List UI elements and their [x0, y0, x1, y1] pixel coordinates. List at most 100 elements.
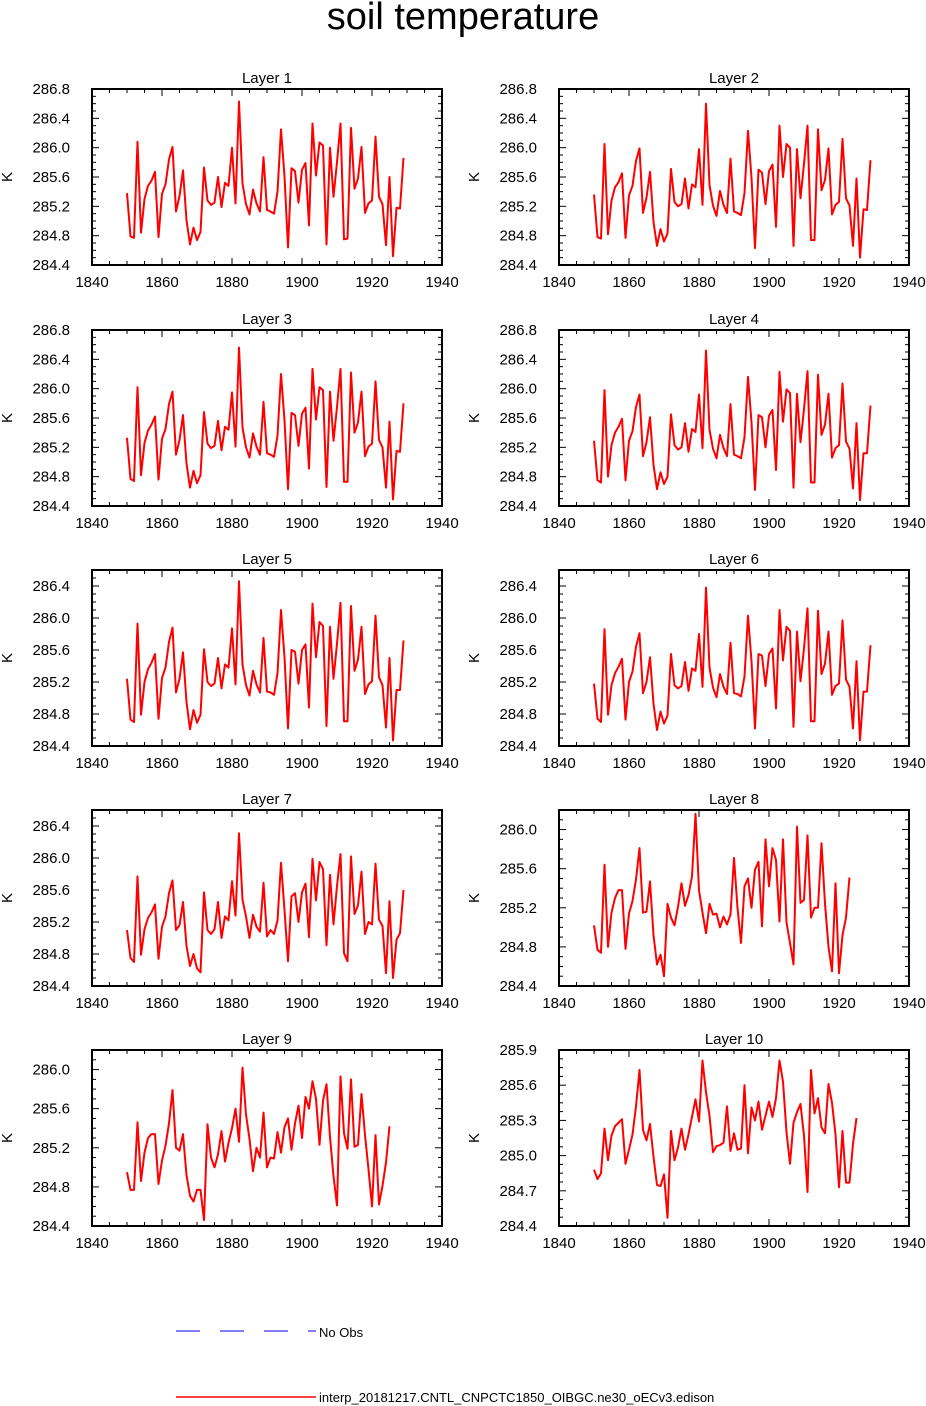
x-tick-label: 1860 [145, 515, 178, 532]
panel-layer-6: Layer 6 K 1840 1860 1880 1900 1920 1940 284.4 284… [466, 551, 926, 772]
y-tick-label: 286.4 [499, 578, 537, 595]
y-axis-label: K [466, 1133, 483, 1143]
panel-title: Layer 9 [242, 1031, 292, 1048]
y-tick-label: 285.2 [499, 900, 537, 917]
x-tick-label: 1920 [355, 995, 388, 1012]
plot-frame [558, 1049, 910, 1227]
y-tick-label: 285.3 [499, 1112, 537, 1129]
panel-layer-2: Layer 2 K 1840 1860 1880 1900 1920 1940 284.4 284… [466, 70, 926, 291]
y-tick-label: 285.6 [32, 410, 70, 427]
x-tick-label: 1840 [75, 1235, 108, 1252]
legend-swatches [176, 1330, 316, 1398]
y-axis-label: K [0, 893, 16, 903]
x-tick-label: 1840 [542, 755, 575, 772]
y-axis-label: K [466, 893, 483, 903]
y-tick-label: 284.4 [499, 1218, 537, 1235]
x-tick-label: 1900 [285, 274, 318, 291]
x-tick-label: 1920 [822, 995, 855, 1012]
y-tick-label: 284.8 [32, 1179, 70, 1196]
plot-frame [91, 88, 443, 266]
y-tick-label: 284.8 [499, 939, 537, 956]
y-tick-label: 284.7 [499, 1183, 537, 1200]
series-line [593, 102, 872, 259]
y-axis-label: K [466, 413, 483, 423]
y-tick-label: 284.4 [32, 1218, 70, 1235]
x-tick-label: 1840 [542, 274, 575, 291]
y-tick-label: 285.2 [499, 198, 537, 215]
x-tick-label: 1900 [285, 1235, 318, 1252]
panel-title: Layer 6 [709, 551, 759, 568]
x-tick-label: 1840 [75, 515, 108, 532]
panel-grid: Layer 1 K 1840 1860 1880 1900 1920 1940 284.4 284… [0, 70, 926, 1252]
y-tick-label: 285.2 [499, 674, 537, 691]
y-axis-label: K [466, 172, 483, 182]
y-tick-label: 284.8 [499, 228, 537, 245]
x-tick-label: 1840 [542, 995, 575, 1012]
panel-title: Layer 1 [242, 70, 292, 87]
series-line [126, 100, 405, 258]
x-tick-label: 1940 [425, 755, 458, 772]
x-tick-label: 1940 [425, 274, 458, 291]
panel-layer-5: Layer 5 K 1840 1860 1880 1900 1920 1940 284.4 284… [0, 551, 459, 772]
y-tick-label: 286.0 [32, 1062, 70, 1079]
x-tick-label: 1840 [75, 274, 108, 291]
x-tick-label: 1860 [145, 274, 178, 291]
y-tick-label: 286.8 [499, 81, 537, 98]
x-tick-label: 1900 [752, 755, 785, 772]
panel-layer-10: Layer 10 K 1840 1860 1880 1900 1920 1940 284.4 28… [466, 1031, 926, 1252]
x-tick-label: 1840 [542, 515, 575, 532]
x-tick-label: 1900 [752, 515, 785, 532]
x-tick-label: 1940 [892, 755, 925, 772]
x-tick-label: 1920 [822, 1235, 855, 1252]
y-tick-label: 285.6 [32, 169, 70, 186]
series-line [126, 832, 405, 979]
y-tick-label: 286.0 [32, 610, 70, 627]
x-tick-label: 1920 [822, 755, 855, 772]
x-tick-label: 1840 [75, 995, 108, 1012]
y-tick-label: 285.0 [499, 1148, 537, 1165]
y-tick-label: 286.4 [32, 578, 70, 595]
panel-title: Layer 3 [242, 311, 292, 328]
y-tick-label: 286.0 [499, 381, 537, 398]
x-tick-label: 1900 [285, 755, 318, 772]
y-tick-label: 284.8 [499, 469, 537, 486]
x-tick-label: 1920 [822, 515, 855, 532]
x-tick-label: 1940 [425, 1235, 458, 1252]
series-line [126, 580, 405, 742]
y-tick-label: 285.6 [32, 1101, 70, 1118]
x-tick-label: 1880 [682, 755, 715, 772]
y-tick-label: 284.4 [32, 498, 70, 515]
x-tick-label: 1920 [355, 1235, 388, 1252]
panel-title: Layer 10 [705, 1031, 763, 1048]
x-tick-label: 1860 [612, 1235, 645, 1252]
plot-frame [91, 569, 443, 747]
y-tick-label: 285.2 [32, 198, 70, 215]
y-tick-label: 285.6 [499, 861, 537, 878]
y-tick-label: 285.6 [499, 642, 537, 659]
legend-label-model-run: interp_20181217.CNTL_CNPCTC1850_OIBGC.ne… [319, 1390, 715, 1405]
y-tick-label: 285.6 [499, 410, 537, 427]
y-tick-label: 285.2 [32, 914, 70, 931]
y-tick-label: 286.4 [32, 351, 70, 368]
x-tick-label: 1880 [682, 995, 715, 1012]
x-tick-label: 1940 [892, 995, 925, 1012]
y-tick-label: 286.8 [499, 322, 537, 339]
y-axis-label: K [0, 172, 16, 182]
x-tick-label: 1880 [215, 1235, 248, 1252]
plot-frame [91, 329, 443, 507]
y-tick-label: 285.2 [32, 1140, 70, 1157]
y-tick-label: 284.8 [499, 706, 537, 723]
x-tick-label: 1940 [425, 995, 458, 1012]
panel-title: Layer 2 [709, 70, 759, 87]
x-tick-label: 1880 [682, 1235, 715, 1252]
x-tick-label: 1900 [285, 515, 318, 532]
y-tick-label: 284.4 [32, 257, 70, 274]
y-axis-label: K [0, 1133, 16, 1143]
x-tick-label: 1940 [892, 1235, 925, 1252]
x-tick-label: 1920 [822, 274, 855, 291]
series-line [593, 1059, 858, 1219]
series-line [126, 1066, 391, 1222]
x-tick-label: 1880 [215, 995, 248, 1012]
plot-frame [558, 569, 910, 747]
y-tick-label: 285.9 [499, 1042, 537, 1059]
